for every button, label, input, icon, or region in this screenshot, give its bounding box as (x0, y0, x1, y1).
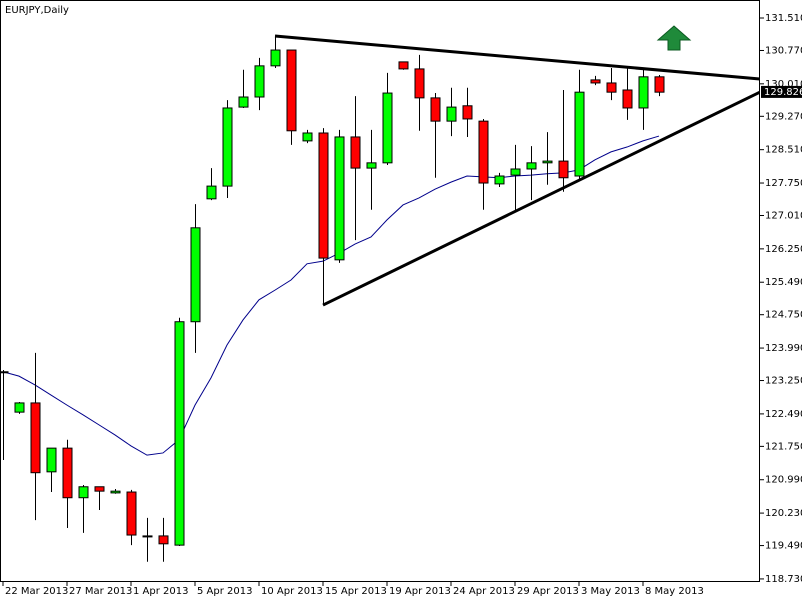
y-tick-label: 130.010 (765, 79, 802, 90)
trendline (274, 34, 760, 81)
up-arrow-icon (656, 25, 692, 51)
candle-body (238, 96, 249, 108)
y-tick-label: 127.010 (765, 211, 802, 222)
candle-body (382, 92, 393, 164)
candle-body (350, 136, 361, 169)
x-tick-label: 5 Apr 2013 (197, 586, 252, 597)
y-tick-label: 126.250 (765, 244, 802, 255)
x-tick-label: 22 Mar 2013 (5, 586, 68, 597)
candle-body (430, 97, 441, 122)
x-tick-label: 15 Apr 2013 (325, 586, 387, 597)
candle-body (494, 175, 505, 185)
chart-title: EURJPY,Daily (5, 5, 69, 16)
candle-body (526, 162, 537, 170)
candle-body (46, 447, 57, 473)
candle-body (462, 105, 473, 120)
y-tick-label: 122.490 (765, 409, 802, 420)
candle-body (446, 106, 457, 122)
candle-body (478, 120, 489, 184)
candle-body (270, 49, 281, 67)
candle-body (78, 486, 89, 499)
last-price-box (761, 85, 802, 98)
candle-body (606, 82, 617, 93)
y-tick-label: 120.990 (765, 475, 802, 486)
y-tick-label: 129.270 (765, 111, 802, 122)
candle-body (414, 68, 425, 99)
candle-body (30, 402, 41, 474)
x-tick-label: 24 Apr 2013 (453, 586, 515, 597)
candle-body (286, 49, 297, 132)
candle-body (0, 371, 9, 374)
y-tick-label: 128.510 (765, 145, 802, 156)
candle-body (366, 162, 377, 169)
x-tick-label: 8 May 2013 (645, 586, 704, 597)
x-tick-label: 29 Apr 2013 (517, 586, 579, 597)
candle-body (654, 76, 665, 93)
y-tick-label: 124.750 (765, 310, 802, 321)
candle-body (110, 490, 121, 494)
x-tick-label: 27 Mar 2013 (69, 586, 132, 597)
y-tick-label: 119.490 (765, 541, 802, 552)
last-price-label: 129.826 (764, 87, 802, 98)
candle-body (302, 132, 313, 142)
y-tick-label: 118.730 (765, 574, 802, 585)
candle-body (94, 486, 105, 492)
candle-body (254, 65, 265, 98)
candle-body (574, 91, 585, 177)
candle-body (638, 76, 649, 109)
y-tick-label: 123.990 (765, 343, 802, 354)
x-tick-label: 1 Apr 2013 (133, 586, 188, 597)
y-tick-label: 121.750 (765, 441, 802, 452)
y-tick-label: 131.510 (765, 13, 802, 24)
candle-body (558, 160, 569, 179)
plot-area (0, 34, 760, 562)
y-tick-label: 127.750 (765, 178, 802, 189)
candle-body (398, 61, 409, 70)
candle-body (126, 491, 137, 536)
candle-body (510, 168, 521, 176)
candle-body (190, 227, 201, 323)
candle-body (14, 402, 25, 413)
y-tick-label: 130.770 (765, 45, 802, 56)
y-tick-label: 125.490 (765, 277, 802, 288)
x-tick-label: 19 Apr 2013 (389, 586, 451, 597)
candle-body (590, 79, 601, 84)
candle-body (318, 132, 329, 259)
x-tick-label: 3 May 2013 (581, 586, 640, 597)
x-tick-label: 10 Apr 2013 (261, 586, 323, 597)
candle-body (542, 160, 553, 164)
candle-body (174, 321, 185, 546)
candle-body (206, 185, 217, 200)
plot-frame (0, 0, 760, 582)
candle-body (334, 136, 345, 261)
moving-average (2, 135, 660, 456)
y-tick-label: 123.250 (765, 376, 802, 387)
y-tick-label: 120.230 (765, 508, 802, 519)
trendline (322, 90, 760, 307)
candle-body (142, 535, 153, 538)
candle-body (222, 107, 233, 187)
candle-body (622, 89, 633, 109)
candle-body (62, 447, 73, 499)
candle-body (158, 535, 169, 545)
